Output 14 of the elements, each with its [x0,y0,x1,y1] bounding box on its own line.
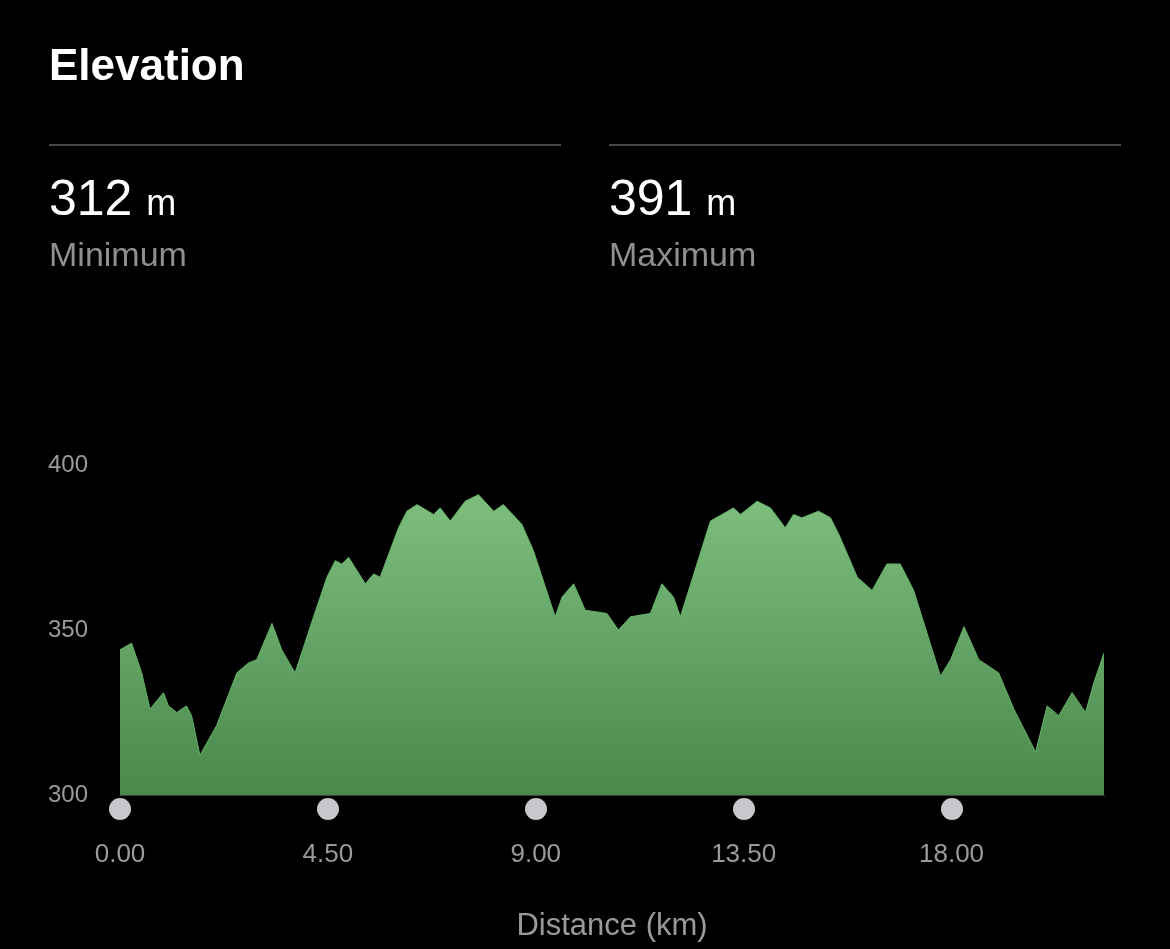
text: Minimum [49,235,188,274]
y-tick-label: 350 [48,614,89,642]
x-axis-title: Distance (km) [516,906,708,942]
y-tick-label: 400 [48,449,89,477]
text: 391 m [609,169,738,228]
text: Maximum [609,235,758,274]
x-tick-label: 9.00 [510,837,562,868]
x-tick-label: 13.50 [711,837,777,868]
x-tick-label: 18.00 [919,837,985,868]
chart-title: Elevation [49,40,245,90]
y-tick-label: 300 [48,779,89,807]
text: 312 m [49,169,178,228]
x-tick-label: 4.50 [302,837,354,868]
x-tick-label: 0.00 [94,837,146,868]
